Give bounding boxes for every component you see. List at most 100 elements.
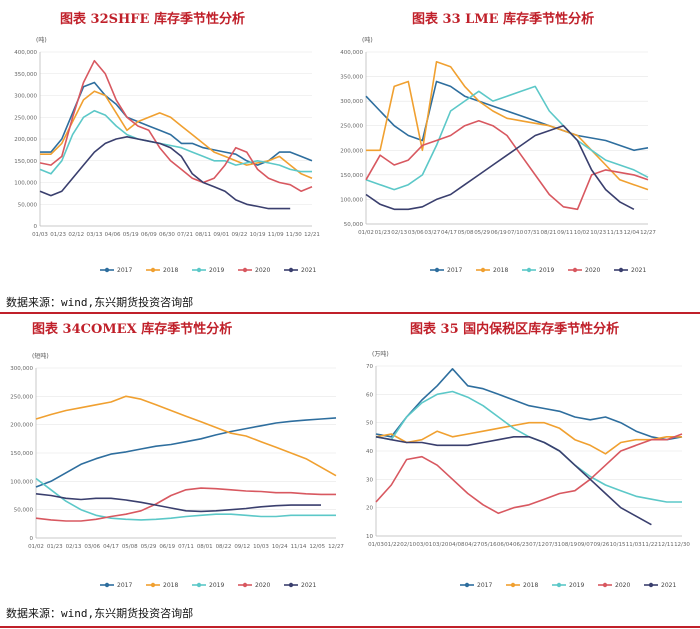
- comex-legend-label-2018: 2018: [163, 582, 178, 589]
- comex-legend-marker-2017: [104, 582, 110, 588]
- comex-series-2020: [35, 487, 336, 522]
- comex-x-tick-label: 11/14: [291, 544, 307, 550]
- comex-legend-label-2017: 2017: [117, 582, 132, 589]
- bonded-x-tick-label: 01/22: [384, 542, 400, 548]
- shfe-legend-label-2018: 2018: [163, 267, 178, 274]
- shfe-y-tick-label: 200,000: [14, 137, 37, 143]
- comex-y-tick-label: 150,000: [10, 451, 33, 457]
- bonded-y-tick-label: 10: [366, 534, 373, 540]
- bonded-unit-label: (万吨): [372, 350, 389, 358]
- shfe-x-tick-label: 08/11: [195, 232, 211, 238]
- chart-title-shfe: 图表 32SHFE 库存季节性分析: [60, 12, 245, 27]
- bonded-legend-marker-2020: [602, 582, 608, 588]
- lme-y-tick-label: 400,000: [340, 50, 363, 56]
- comex-x-tick-label: 10/03: [253, 544, 269, 550]
- shfe-x-tick-label: 09/01: [213, 232, 229, 238]
- bonded-legend-label-2019: 2019: [569, 582, 584, 589]
- lme-unit-label: (吨): [362, 36, 373, 44]
- bonded-x-tick-label: 03/01: [416, 542, 432, 548]
- shfe-y-tick-label: 300,000: [14, 94, 37, 100]
- lme-legend-label-2017: 2017: [447, 267, 462, 274]
- comex-x-tick-label: 03/06: [84, 544, 100, 550]
- comex-y-tick-label: 250,000: [10, 394, 33, 400]
- bonded-x-tick-label: 06/04: [497, 542, 513, 548]
- shfe-y-tick-label: 400,000: [14, 50, 37, 56]
- lme-legend-marker-2019: [526, 267, 532, 273]
- lme-x-tick-label: 09/11: [557, 230, 573, 236]
- lme-y-tick-label: 100,000: [340, 197, 363, 203]
- lme-x-tick-label: 08/21: [541, 230, 557, 236]
- shfe-x-tick-label: 06/30: [159, 232, 175, 238]
- lme-y-tick-label: 300,000: [340, 99, 363, 105]
- comex-x-tick-label: 10/24: [272, 544, 288, 550]
- shfe-legend-marker-2017: [104, 267, 110, 273]
- comex-legend-marker-2020: [242, 582, 248, 588]
- comex-legend-marker-2019: [196, 582, 202, 588]
- lme-y-tick-label: 350,000: [340, 75, 363, 81]
- bonded-series-2020: [375, 433, 683, 515]
- bonded-series-2018: [375, 421, 682, 455]
- lme-x-tick-label: 01/02: [358, 230, 374, 236]
- lme-x-tick-label: 10/23: [590, 230, 606, 236]
- shfe-legend-label-2019: 2019: [209, 267, 224, 274]
- shfe-series-2018: [40, 90, 313, 179]
- shfe-y-tick-label: 150,000: [14, 159, 37, 165]
- lme-legend-label-2021: 2021: [631, 267, 646, 274]
- lme-legend-label-2020: 2020: [585, 267, 600, 274]
- shfe-unit-label: (吨): [36, 36, 47, 44]
- bonded-legend-marker-2018: [510, 582, 516, 588]
- shfe-x-tick-label: 03/13: [86, 232, 102, 238]
- bonded-y-tick-label: 70: [366, 364, 373, 370]
- comex-x-tick-label: 07/11: [178, 544, 194, 550]
- bonded-legend-marker-2021: [648, 582, 654, 588]
- comex-x-tick-label: 12/05: [309, 544, 325, 550]
- shfe-series-2019: [39, 109, 312, 175]
- chart-title-bonded: 图表 35 国内保税区库存季节性分析: [410, 322, 620, 337]
- bonded-x-tick-label: 12/11: [658, 542, 674, 548]
- bonded-legend-label-2017: 2017: [477, 582, 492, 589]
- bonded-y-tick-label: 20: [366, 506, 373, 512]
- lme-x-tick-label: 11/13: [607, 230, 623, 236]
- shfe-legend-marker-2019: [196, 267, 202, 273]
- bonded-x-tick-label: 08/19: [561, 542, 577, 548]
- bonded-x-tick-label: 10/15: [610, 542, 626, 548]
- shfe-x-tick-label: 11/30: [286, 232, 302, 238]
- bonded-series-2021: [375, 435, 652, 526]
- bonded-legend-label-2020: 2020: [615, 582, 630, 589]
- shfe-x-tick-label: 01/23: [50, 232, 66, 238]
- bonded-x-tick-label: 02/10: [400, 542, 416, 548]
- comex-y-tick-label: 300,000: [10, 366, 33, 372]
- lme-series-2018: [366, 60, 649, 191]
- lme-legend-marker-2018: [480, 267, 486, 273]
- comex-y-tick-label: 0: [30, 536, 34, 542]
- comex-x-tick-label: 09/12: [234, 544, 250, 550]
- shfe-legend-marker-2018: [150, 267, 156, 273]
- shfe-legend-marker-2021: [288, 267, 294, 273]
- bottom-rule: [0, 626, 700, 628]
- shfe-x-tick-label: 11/09: [268, 232, 284, 238]
- lme-x-tick-label: 05/29: [474, 230, 490, 236]
- lme-x-tick-label: 07/31: [524, 230, 540, 236]
- bonded-x-tick-label: 05/16: [481, 542, 497, 548]
- lme-x-tick-label: 06/19: [491, 230, 507, 236]
- bonded-legend-marker-2019: [556, 582, 562, 588]
- comex-x-tick-label: 04/17: [103, 544, 119, 550]
- bonded-legend-label-2021: 2021: [661, 582, 676, 589]
- comex-legend-label-2021: 2021: [301, 582, 316, 589]
- bonded-legend-label-2018: 2018: [523, 582, 538, 589]
- bonded-x-tick-label: 01/03: [368, 542, 384, 548]
- shfe-x-tick-label: 04/06: [105, 232, 121, 238]
- comex-legend-label-2019: 2019: [209, 582, 224, 589]
- source-note-bottom: 数据来源：wind,东兴期货投资咨询部: [6, 607, 194, 620]
- shfe-y-tick-label: 100,000: [14, 181, 37, 187]
- comex-y-tick-label: 100,000: [10, 479, 33, 485]
- lme-legend-marker-2021: [618, 267, 624, 273]
- bonded-x-tick-label: 09/26: [594, 542, 610, 548]
- bonded-x-tick-label: 03/20: [432, 542, 448, 548]
- bonded-x-tick-label: 06/23: [513, 542, 529, 548]
- comex-x-tick-label: 08/01: [197, 544, 213, 550]
- chart-title-comex: 图表 34COMEX 库存季节性分析: [32, 322, 233, 337]
- lme-x-tick-label: 03/06: [408, 230, 424, 236]
- comex-series-2017: [35, 417, 337, 488]
- lme-x-tick-label: 04/17: [441, 230, 457, 236]
